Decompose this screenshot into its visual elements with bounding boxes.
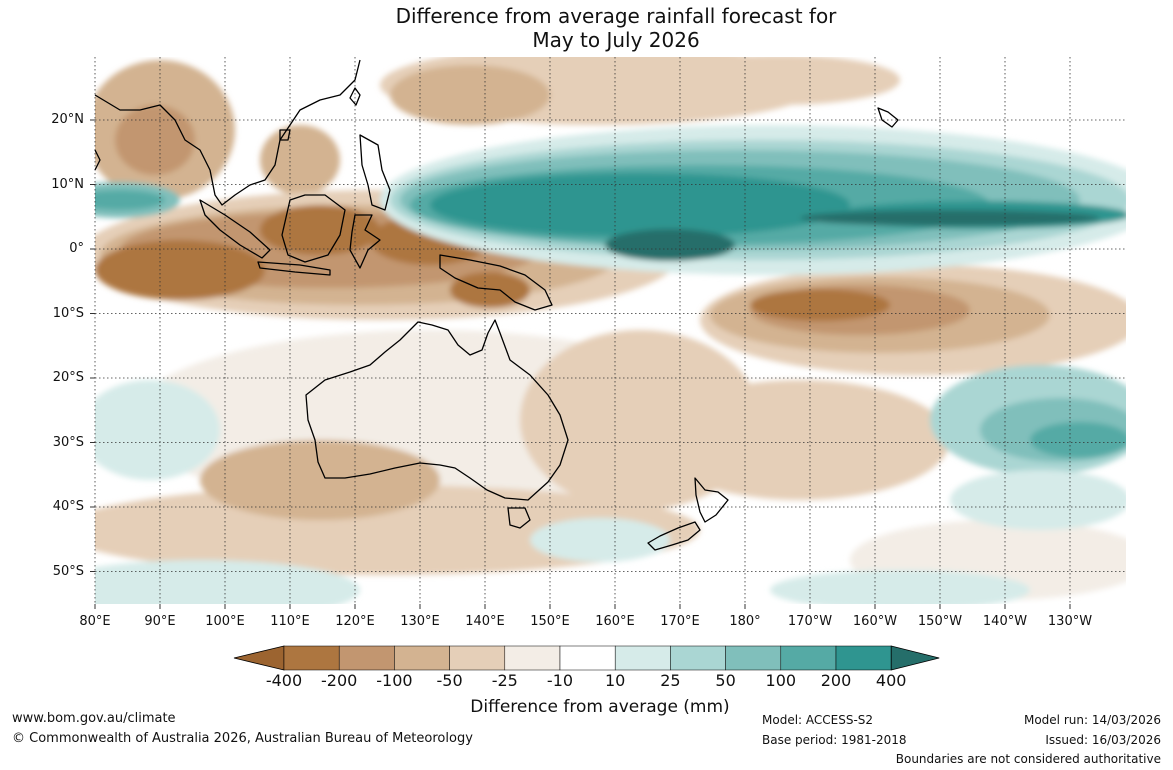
australia-coast: [305, 319, 569, 501]
lat-label: 10°N: [51, 176, 84, 192]
lon-label: 150°W: [917, 614, 963, 629]
lat-label: 20°N: [51, 112, 84, 127]
lon-label: 130°E: [400, 614, 440, 629]
colour-bar: [233, 645, 940, 671]
tasmania-coast: [507, 507, 531, 529]
lon-label: 140°E: [465, 614, 505, 629]
hawaii-coast: [877, 107, 899, 128]
lat-label: 30°S: [52, 434, 84, 450]
colour-bar-segment: [504, 645, 561, 671]
colour-bar-tick-label: -100: [376, 671, 413, 690]
lon-label: 80°E: [79, 614, 111, 629]
legend-title: Difference from average (mm): [470, 697, 730, 717]
colour-bar-segment: [449, 645, 506, 671]
issued-text: Issued: 16/03/2026: [1045, 733, 1161, 747]
colour-bar-segment: [835, 645, 892, 671]
axis-ticks: [90, 119, 1071, 609]
colour-bar-tick-label: 200: [820, 671, 852, 690]
title-line-2: May to July 2026: [532, 28, 700, 52]
lat-label: 0°: [69, 241, 84, 256]
colour-bar-segment: [394, 645, 450, 671]
colour-bar-tick-label: -400: [265, 671, 303, 690]
colour-bar-tick-label: -50: [436, 671, 463, 690]
coastlines: [94, 59, 899, 551]
lon-label: 170°W: [787, 614, 833, 629]
colour-bar-extend-low: [233, 645, 285, 671]
disclaimer-text: Boundaries are not considered authoritat…: [895, 752, 1161, 766]
colour-bar-tick-label: 400: [875, 671, 907, 690]
philippines-coast: [359, 134, 391, 211]
lon-label: 100°E: [205, 614, 245, 629]
colour-bar-segment: [780, 645, 837, 671]
lon-label: 160°E: [595, 614, 635, 629]
base-period-text: Base period: 1981-2018: [762, 733, 907, 747]
asia-mainland-coast: [94, 59, 361, 206]
sumatra-coast: [199, 199, 271, 259]
new-zealand-coast: [647, 477, 729, 551]
colour-bar-extend-high: [890, 645, 940, 671]
colour-bar-segment: [559, 645, 616, 671]
lat-label: 10°S: [52, 305, 84, 321]
lon-label: 150°E: [530, 614, 570, 629]
colour-bar-tick-label: -10: [546, 671, 574, 690]
taiwan-coast: [349, 87, 361, 106]
website-link[interactable]: www.bom.gov.au/climate: [12, 711, 176, 726]
model-text: Model: ACCESS-S2: [762, 713, 874, 727]
colour-bar-tick-label: -200: [321, 671, 358, 690]
java-coast: [257, 261, 331, 276]
new-guinea-coast: [439, 254, 553, 311]
colour-bar-segment: [725, 645, 782, 671]
hainan-coast: [279, 129, 291, 141]
colour-bar-tick-label: 50: [715, 671, 736, 690]
map-title: Difference from average rainfall forecas…: [0, 4, 1173, 52]
lat-label: 20°S: [52, 370, 84, 385]
colour-bar-segment: [283, 645, 340, 671]
model-run-text: Model run: 14/03/2026: [1023, 713, 1161, 727]
lon-label: 120°E: [335, 614, 375, 629]
colour-bar-tick-label: 10: [605, 671, 626, 690]
colour-bar-segment: [614, 645, 671, 671]
title-line-1: Difference from average rainfall forecas…: [395, 4, 837, 28]
copyright-text: © Commonwealth of Australia 2026, Austra…: [12, 731, 473, 746]
lon-label: 130°W: [1047, 614, 1093, 629]
colour-bar-tick-label: 25: [660, 671, 681, 690]
india-west-coast: [94, 149, 101, 171]
colour-bar-tick-label: -25: [491, 671, 518, 690]
lon-label: 110°E: [270, 614, 310, 629]
anomaly-field: [95, 57, 1126, 604]
lon-label: 140°W: [982, 614, 1028, 629]
lon-label: 160°W: [852, 614, 898, 629]
colour-bar-segment: [338, 645, 395, 671]
colour-bar-segment: [670, 645, 726, 671]
lat-label: 50°S: [52, 563, 84, 579]
lat-label: 40°S: [52, 499, 84, 514]
lon-label: 170°E: [660, 614, 700, 629]
graticule: [94, 57, 1126, 604]
colour-bar-tick-label: 100: [765, 671, 797, 690]
lon-label: 90°E: [144, 614, 176, 629]
borneo-coast: [281, 194, 346, 263]
sulawesi-coast: [349, 214, 381, 269]
lon-label: 180°: [729, 614, 761, 629]
